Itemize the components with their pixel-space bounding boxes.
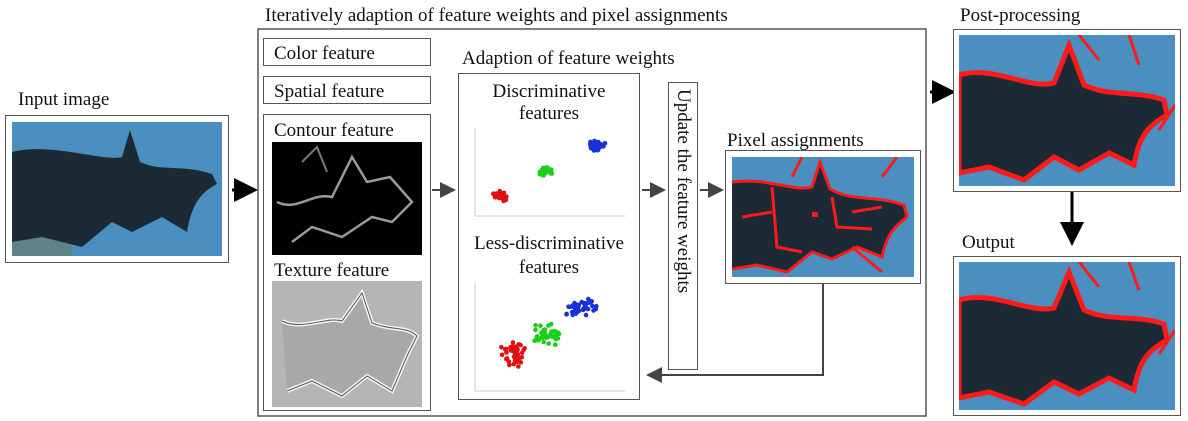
scatter-point-green [544, 165, 549, 171]
scatter-point-green [543, 169, 548, 175]
scatter-point-red [503, 347, 508, 352]
scatter-point-blue [591, 148, 597, 153]
process-title: Iteratively adaption of feature weights … [265, 5, 728, 26]
scatter-point-red [503, 197, 509, 203]
color-feature-label: Color feature [274, 43, 375, 64]
update-weights-label: Update the feature weights [673, 89, 694, 294]
scatter-point-red [518, 360, 524, 365]
output-frame [953, 256, 1181, 416]
process-frame [257, 28, 927, 417]
scatter-point-green [549, 321, 554, 327]
input-image-label: Input image [18, 89, 110, 110]
scatter-point-blue [589, 299, 594, 304]
scatter-point-green [541, 173, 546, 178]
scatter-point-red [499, 196, 505, 201]
color-feature-box: Color feature [263, 38, 431, 66]
spatial-feature-label: Spatial feature [274, 81, 385, 102]
input-image [12, 122, 222, 256]
spatial-feature-box: Spatial feature [263, 76, 431, 104]
scatter-point-green [549, 167, 554, 173]
scatter-axes [474, 128, 625, 217]
scatter-point-blue [573, 308, 578, 313]
output-image [956, 261, 1177, 410]
texture-feature-label: Texture feature [274, 260, 390, 281]
scatter-point-blue [583, 312, 589, 318]
scatter-point-red [508, 347, 514, 353]
scatter-point-red [507, 362, 512, 368]
scatter-point-blue [585, 306, 591, 312]
discriminative-scatter [474, 128, 625, 217]
arrow-feedback-loop [646, 284, 824, 383]
post-processing-frame [953, 29, 1181, 192]
scatter-point-red [510, 340, 516, 345]
less-discriminative-scatter [474, 283, 625, 392]
scatter-point-blue [576, 308, 582, 314]
scatter-point-blue [592, 138, 597, 144]
contour-feature-map [272, 142, 422, 255]
feature-maps-box: Contour feature Texture feature [263, 114, 431, 411]
scatter-point-red [512, 345, 518, 351]
scatter-point-blue [591, 308, 596, 313]
output-label: Output [962, 232, 1015, 253]
update-weights-box: Update the feature weights [668, 82, 698, 370]
scatter-point-blue [590, 303, 595, 309]
scatter-point-green [555, 330, 561, 335]
post-processing-label: Post-processing [960, 5, 1081, 26]
scatter-point-blue [591, 142, 596, 147]
scatter-point-blue [596, 142, 601, 147]
scatter-point-green [533, 327, 538, 333]
scatter-point-red [515, 356, 521, 362]
scatter-point-red [511, 361, 516, 367]
scatter-point-blue [572, 300, 577, 306]
scatter-point-red [491, 191, 496, 196]
scatter-point-green [555, 336, 561, 341]
scatter-point-red [499, 352, 505, 358]
scatter-point-blue [564, 312, 569, 317]
adaption-box: Discriminative features Less-discriminat… [458, 73, 640, 400]
scatter-point-red [522, 346, 527, 351]
scatter-point-green [542, 327, 548, 332]
scatter-point-blue [570, 312, 575, 318]
texture-feature-map [272, 281, 422, 407]
contour-feature-label: Contour feature [274, 120, 394, 141]
scatter-point-green [533, 323, 538, 328]
scatter-point-blue [586, 296, 591, 302]
scatter-point-blue [575, 304, 581, 309]
scatter-point-green [546, 341, 551, 346]
scatter-point-green [553, 342, 558, 347]
scatter-point-green [538, 323, 543, 328]
scatter-point-green [540, 335, 545, 341]
post-processing-image [956, 34, 1177, 186]
scatter-axes [474, 283, 625, 392]
pixel-assignments-image [731, 156, 914, 277]
scatter-point-red [515, 351, 520, 357]
scatter-point-green [548, 332, 553, 337]
adaption-title: Adaption of feature weights [462, 48, 675, 69]
scatter-point-green [534, 338, 540, 343]
scatter-point-red [518, 342, 523, 348]
scatter-point-green [541, 339, 546, 345]
less-discriminative-label: Less-discriminative features [474, 233, 624, 278]
scatter-point-blue [595, 147, 600, 153]
discriminative-label: Discriminative features [492, 81, 606, 124]
scatter-point-red [504, 356, 510, 361]
scatter-point-red [516, 364, 521, 369]
pixel-assignments-label: Pixel assignments [727, 130, 864, 151]
input-image-frame [5, 115, 229, 263]
scatter-point-red [493, 195, 498, 200]
pixel-assignments-frame [725, 150, 921, 284]
scatter-point-red [499, 344, 504, 350]
scatter-point-blue [567, 304, 572, 310]
scatter-point-blue [580, 307, 586, 313]
scatter-point-red [519, 350, 525, 355]
